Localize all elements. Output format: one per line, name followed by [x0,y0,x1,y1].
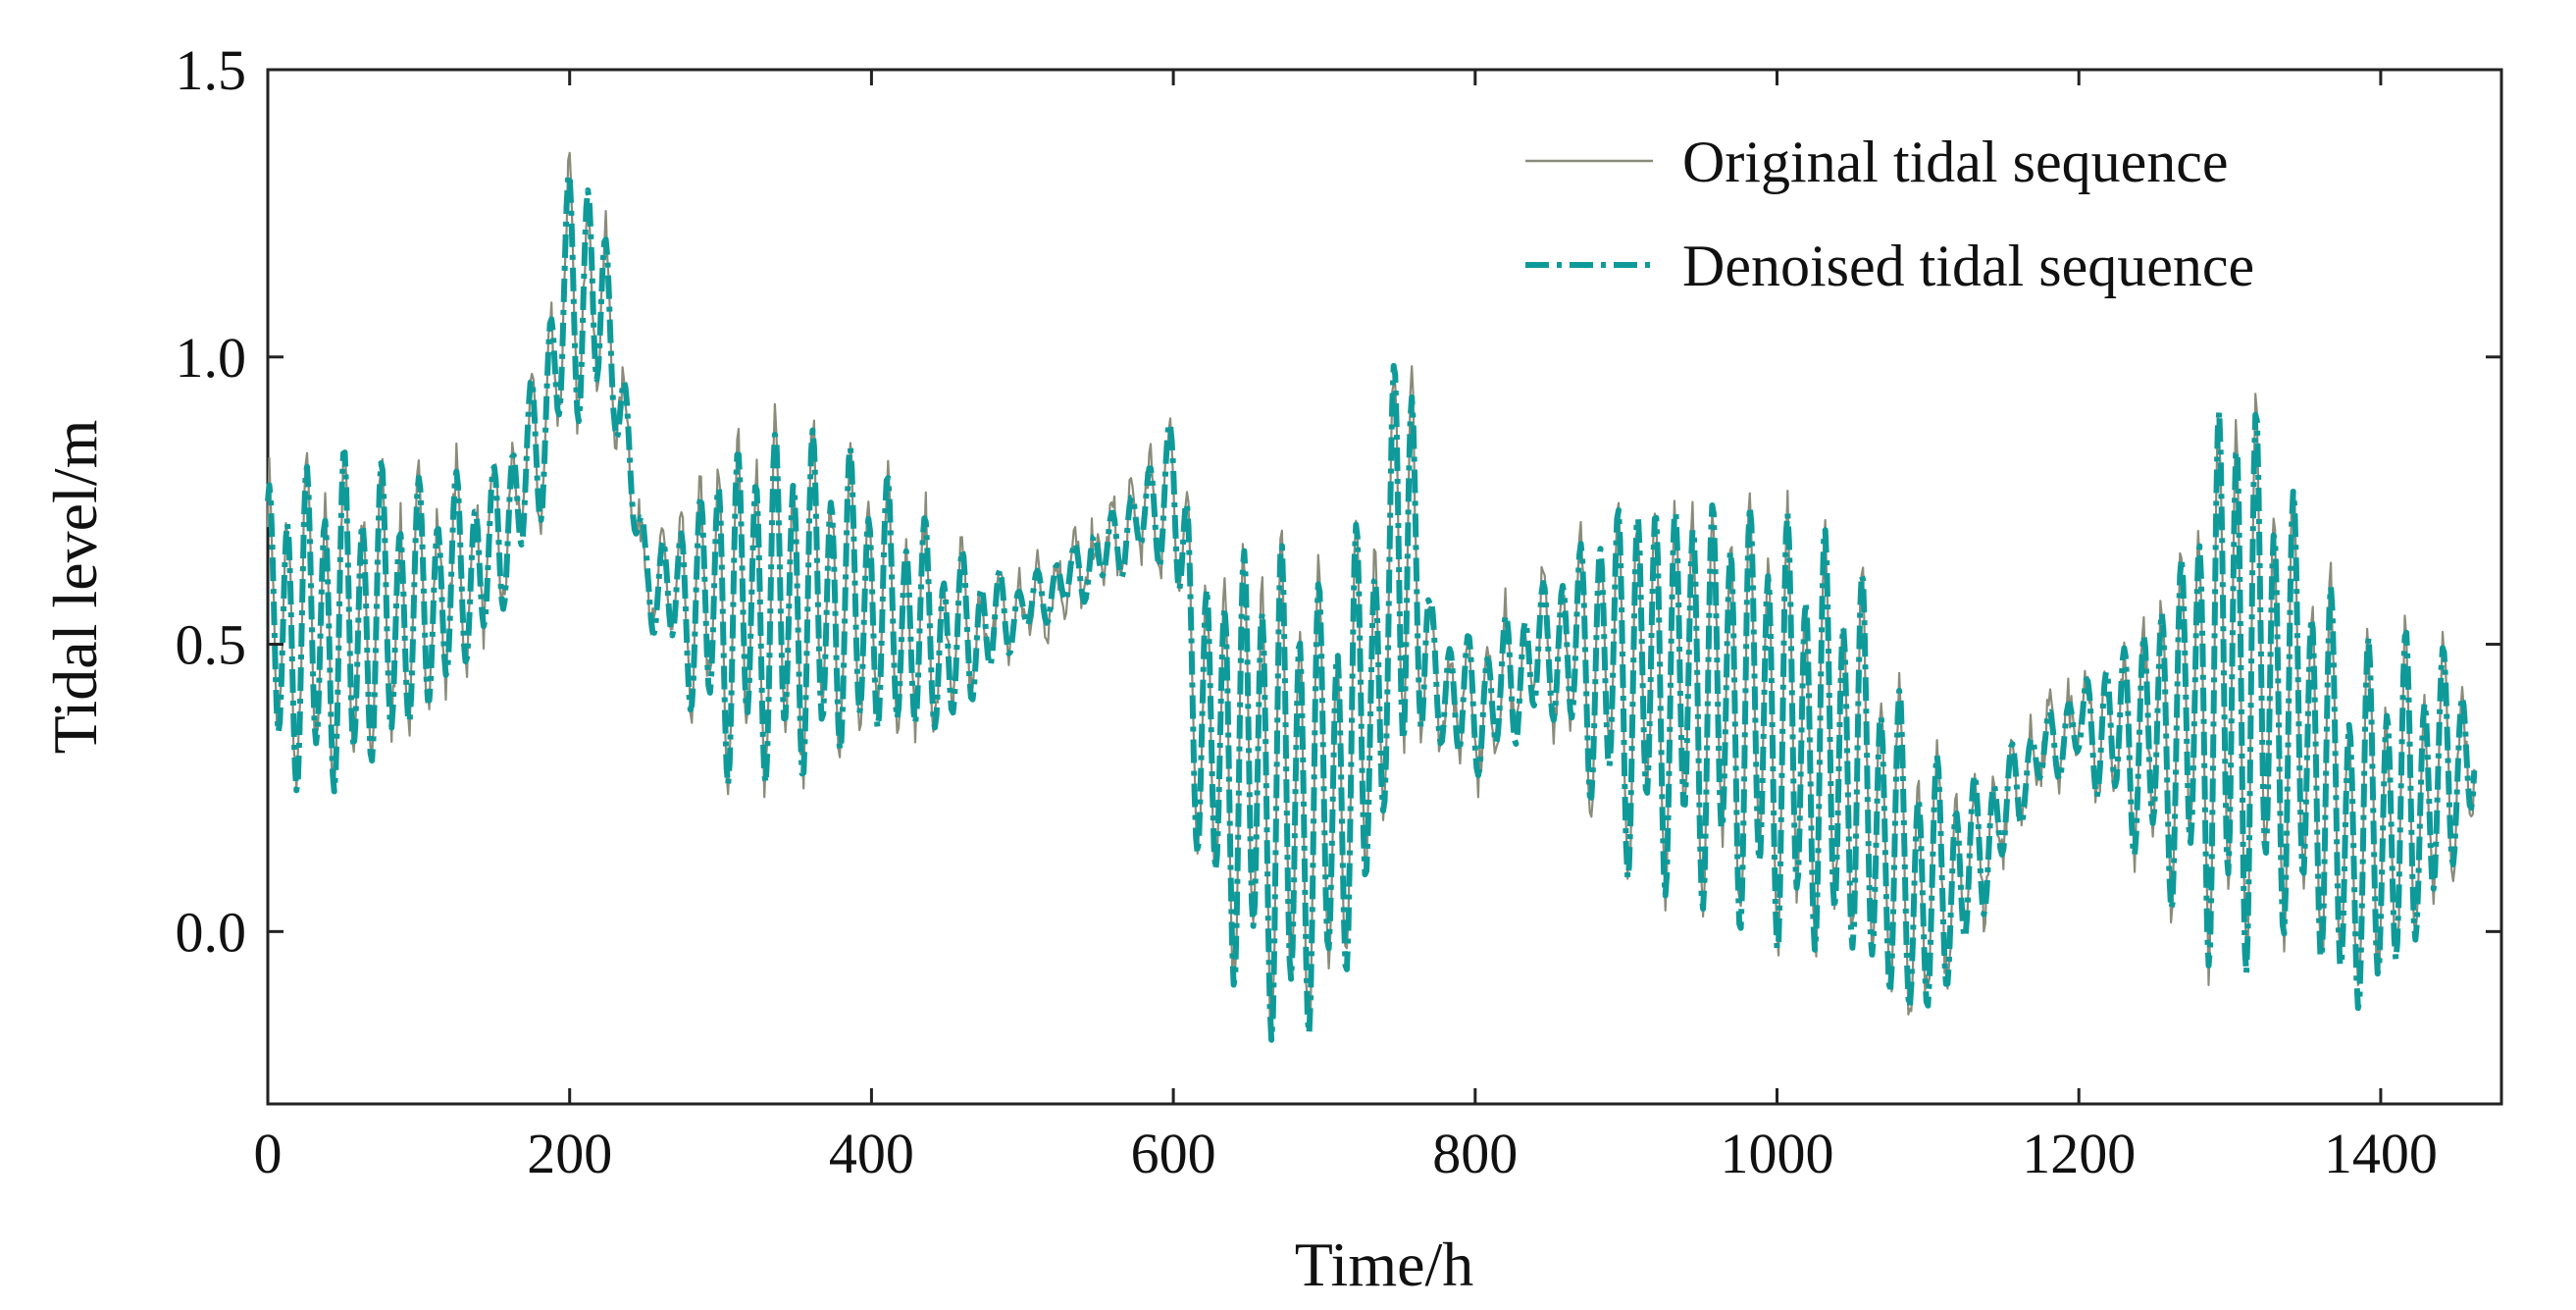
x-tick-label: 800 [1432,1122,1518,1185]
x-axis-ticks: 0 200 400 600 800 1000 1200 1400 [254,70,2438,1185]
legend-label-original: Original tidal sequence [1682,130,2228,194]
x-axis-title: Time/h [1295,1230,1474,1299]
y-tick-label: 0.5 [176,613,247,677]
x-tick-label: 0 [254,1122,283,1185]
plot-frame [266,68,2503,1106]
x-tick-label: 1400 [2324,1122,2438,1185]
x-tick-label: 400 [829,1122,914,1185]
x-tick-label: 1000 [1721,1122,1834,1185]
y-tick-label: 0.0 [176,900,247,964]
legend: Original tidal sequence Denoised tidal s… [1525,130,2254,298]
series-denoised-line [265,172,2478,1043]
y-tick-label: 1.0 [176,326,247,390]
x-tick-label: 600 [1131,1122,1216,1185]
y-axis-title: Tidal level/m [40,420,110,755]
x-tick-label: 200 [527,1122,612,1185]
x-tick-label: 1200 [2022,1122,2136,1185]
y-axis-ticks: 0.0 0.5 1.0 1.5 [176,38,2501,964]
y-tick-label: 1.5 [176,38,247,102]
legend-label-denoised: Denoised tidal sequence [1682,234,2254,298]
series-layer [265,151,2478,1043]
